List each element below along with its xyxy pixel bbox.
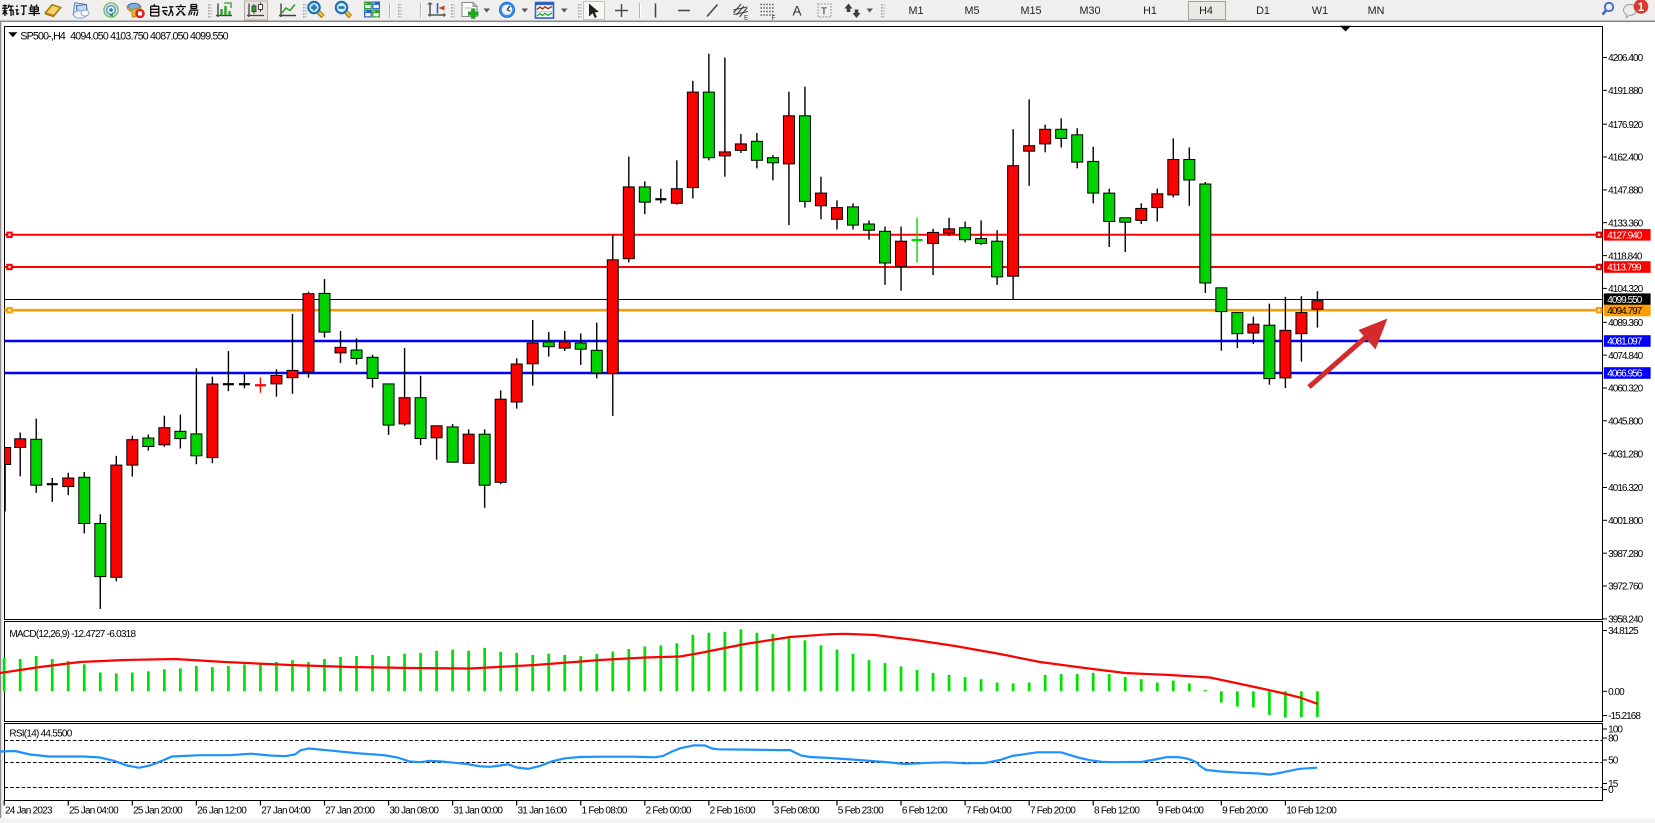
svg-text:4060.320: 4060.320 bbox=[1608, 384, 1643, 395]
svg-text:26 Jan 12:00: 26 Jan 12:00 bbox=[197, 806, 247, 817]
svg-text:4081.097: 4081.097 bbox=[1607, 337, 1642, 348]
svg-text:D1: D1 bbox=[1256, 5, 1270, 17]
svg-text:E: E bbox=[744, 15, 749, 22]
svg-text:W1: W1 bbox=[1312, 5, 1328, 17]
svg-text:4127.940: 4127.940 bbox=[1607, 231, 1642, 242]
svg-text:4066.956: 4066.956 bbox=[1607, 369, 1642, 380]
svg-text:30 Jan 08:00: 30 Jan 08:00 bbox=[389, 806, 439, 817]
svg-text:4113.799: 4113.799 bbox=[1607, 263, 1642, 274]
svg-text:3958.240: 3958.240 bbox=[1608, 615, 1643, 626]
svg-text:4104.320: 4104.320 bbox=[1608, 284, 1643, 295]
svg-text:0.00: 0.00 bbox=[1608, 687, 1625, 698]
svg-text:4089.360: 4089.360 bbox=[1608, 318, 1643, 329]
svg-text:4074.840: 4074.840 bbox=[1608, 351, 1643, 362]
svg-text:M15: M15 bbox=[1020, 5, 1041, 17]
svg-text:F: F bbox=[772, 15, 776, 22]
svg-text:4118.840: 4118.840 bbox=[1608, 251, 1643, 262]
svg-text:A: A bbox=[793, 4, 802, 19]
svg-text:9 Feb 04:00: 9 Feb 04:00 bbox=[1158, 806, 1204, 817]
svg-text:3987.280: 3987.280 bbox=[1608, 549, 1643, 560]
svg-text:27 Jan 04:00: 27 Jan 04:00 bbox=[261, 806, 311, 817]
svg-text:4133.360: 4133.360 bbox=[1608, 218, 1643, 229]
svg-text:7 Feb 20:00: 7 Feb 20:00 bbox=[1030, 806, 1076, 817]
svg-text:34.8125: 34.8125 bbox=[1608, 626, 1639, 637]
svg-text:50: 50 bbox=[1608, 756, 1619, 767]
svg-text:4001.800: 4001.800 bbox=[1608, 516, 1643, 527]
svg-text:H1: H1 bbox=[1143, 5, 1157, 17]
svg-text:2 Feb 00:00: 2 Feb 00:00 bbox=[646, 806, 692, 817]
svg-text:4094.797: 4094.797 bbox=[1607, 306, 1642, 317]
svg-text:4094.050 4103.750 4087.050 409: 4094.050 4103.750 4087.050 4099.550 bbox=[70, 31, 228, 43]
svg-text:3 Feb 08:00: 3 Feb 08:00 bbox=[774, 806, 820, 817]
svg-text:4031.280: 4031.280 bbox=[1608, 449, 1643, 460]
svg-text:31 Jan 00:00: 31 Jan 00:00 bbox=[453, 806, 503, 817]
svg-text:4016.320: 4016.320 bbox=[1608, 483, 1643, 494]
svg-text:T: T bbox=[821, 6, 828, 18]
svg-text:15: 15 bbox=[1608, 779, 1619, 790]
svg-text:27 Jan 20:00: 27 Jan 20:00 bbox=[325, 806, 375, 817]
svg-text:1: 1 bbox=[1638, 2, 1645, 14]
svg-text:4147.880: 4147.880 bbox=[1608, 186, 1643, 197]
svg-text:10 Feb 12:00: 10 Feb 12:00 bbox=[1286, 806, 1337, 817]
svg-text:-15.2168: -15.2168 bbox=[1608, 711, 1641, 722]
svg-text:MACD(12,26,9) -12.4727 -6.0318: MACD(12,26,9) -12.4727 -6.0318 bbox=[9, 629, 136, 640]
svg-text:4176.920: 4176.920 bbox=[1608, 120, 1643, 131]
svg-text:M5: M5 bbox=[965, 5, 980, 17]
svg-text:100: 100 bbox=[1608, 725, 1623, 736]
svg-text:H4: H4 bbox=[1199, 5, 1213, 17]
svg-text:6 Feb 12:00: 6 Feb 12:00 bbox=[902, 806, 948, 817]
svg-text:4191.880: 4191.880 bbox=[1608, 86, 1643, 97]
svg-text:3972.760: 3972.760 bbox=[1608, 582, 1643, 593]
svg-text:1 Feb 08:00: 1 Feb 08:00 bbox=[582, 806, 628, 817]
svg-text:7 Feb 04:00: 7 Feb 04:00 bbox=[966, 806, 1012, 817]
svg-text:RSI(14) 44.5500: RSI(14) 44.5500 bbox=[9, 729, 72, 740]
svg-text:24 Jan 2023: 24 Jan 2023 bbox=[5, 806, 53, 817]
svg-text:80: 80 bbox=[1608, 734, 1619, 745]
svg-text:M30: M30 bbox=[1079, 5, 1100, 17]
svg-text:4045.800: 4045.800 bbox=[1608, 417, 1643, 428]
svg-text:MN: MN bbox=[1368, 5, 1385, 17]
svg-text:SP500-,H4: SP500-,H4 bbox=[20, 31, 66, 43]
svg-text:M1: M1 bbox=[909, 5, 924, 17]
svg-text:25 Jan 04:00: 25 Jan 04:00 bbox=[69, 806, 119, 817]
svg-text:9 Feb 20:00: 9 Feb 20:00 bbox=[1222, 806, 1268, 817]
svg-text:4162.400: 4162.400 bbox=[1608, 153, 1643, 164]
svg-text:4099.550: 4099.550 bbox=[1607, 295, 1642, 306]
svg-text:2 Feb 16:00: 2 Feb 16:00 bbox=[710, 806, 756, 817]
svg-text:8 Feb 12:00: 8 Feb 12:00 bbox=[1094, 806, 1140, 817]
svg-text:25 Jan 20:00: 25 Jan 20:00 bbox=[133, 806, 183, 817]
svg-text:0: 0 bbox=[1608, 785, 1614, 796]
svg-text:31 Jan 16:00: 31 Jan 16:00 bbox=[517, 806, 567, 817]
svg-text:4206.400: 4206.400 bbox=[1608, 53, 1643, 64]
svg-text:5 Feb 23:00: 5 Feb 23:00 bbox=[838, 806, 884, 817]
